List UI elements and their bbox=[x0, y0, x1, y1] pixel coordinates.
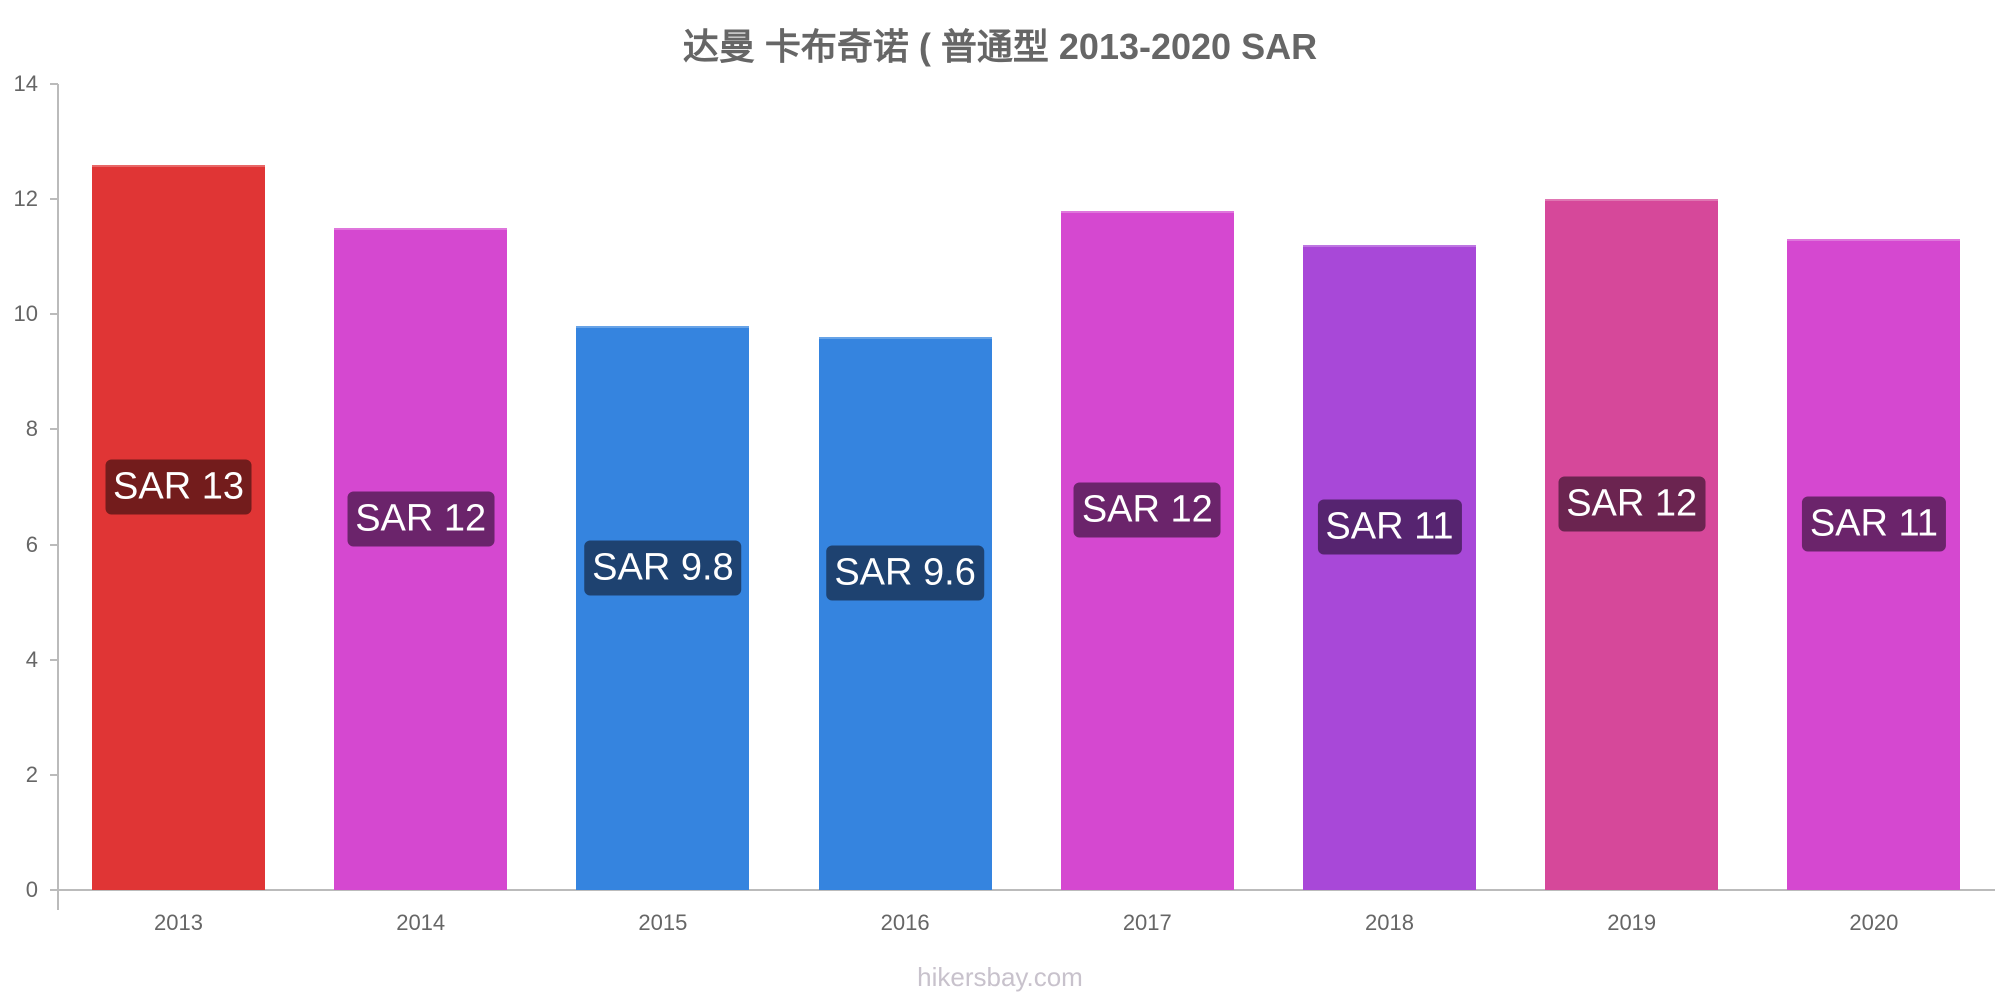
x-axis-line bbox=[50, 889, 1995, 891]
y-tick-label: 6 bbox=[25, 531, 38, 557]
bar-2014[interactable] bbox=[334, 227, 508, 890]
x-tick-label: 2017 bbox=[1122, 910, 1172, 935]
x-tick-label: 2016 bbox=[880, 910, 930, 935]
y-tick-mark bbox=[50, 658, 58, 661]
bar-value-label: SAR 12 bbox=[1073, 482, 1221, 538]
y-tick-mark bbox=[50, 889, 58, 891]
bar-2015[interactable] bbox=[576, 325, 750, 890]
bar-value-label: SAR 9.8 bbox=[584, 540, 742, 596]
y-tick-mark bbox=[50, 773, 58, 776]
bar-2018[interactable] bbox=[1303, 245, 1476, 890]
bar-value-label: SAR 11 bbox=[1801, 496, 1946, 552]
y-tick-mark bbox=[50, 313, 58, 316]
x-tick-label: 2019 bbox=[1607, 910, 1657, 935]
bar-2017[interactable] bbox=[1060, 210, 1234, 890]
x-tick-label: 2015 bbox=[638, 910, 688, 935]
y-tick-mark bbox=[50, 83, 58, 85]
y-tick-label: 0 bbox=[25, 877, 38, 902]
bar-value-label: SAR 12 bbox=[1558, 476, 1706, 532]
y-tick-label: 10 bbox=[13, 301, 38, 327]
x-tick-label: 2020 bbox=[1849, 910, 1899, 935]
bar-2013[interactable] bbox=[92, 164, 265, 890]
y-tick-label: 8 bbox=[25, 416, 38, 442]
x-tick-label: 2014 bbox=[396, 910, 446, 935]
y-tick-label: 2 bbox=[25, 761, 38, 787]
bar-value-label: SAR 9.6 bbox=[826, 545, 984, 601]
bar-2019[interactable] bbox=[1545, 199, 1719, 890]
y-tick-mark bbox=[50, 198, 58, 201]
chart-title: 达曼 卡布奇诺 ( 普通型 2013-2020 SAR bbox=[682, 26, 1318, 67]
y-tick-label: 4 bbox=[25, 646, 38, 672]
y-axis-line bbox=[57, 84, 59, 910]
watermark: hikersbay.com bbox=[917, 962, 1083, 992]
bar-2020[interactable] bbox=[1787, 239, 1961, 890]
bar-value-label: SAR 12 bbox=[347, 491, 495, 547]
y-tick-label: 12 bbox=[13, 186, 38, 212]
y-tick-mark bbox=[50, 543, 58, 546]
y-tick-label: 14 bbox=[13, 71, 38, 96]
bar-2016[interactable] bbox=[818, 337, 992, 890]
y-tick-mark bbox=[50, 428, 58, 431]
x-tick-label: 2013 bbox=[154, 910, 203, 935]
bar-value-label: SAR 11 bbox=[1317, 499, 1462, 555]
bar-value-label: SAR 13 bbox=[105, 459, 252, 515]
x-tick-label: 2018 bbox=[1365, 910, 1414, 935]
